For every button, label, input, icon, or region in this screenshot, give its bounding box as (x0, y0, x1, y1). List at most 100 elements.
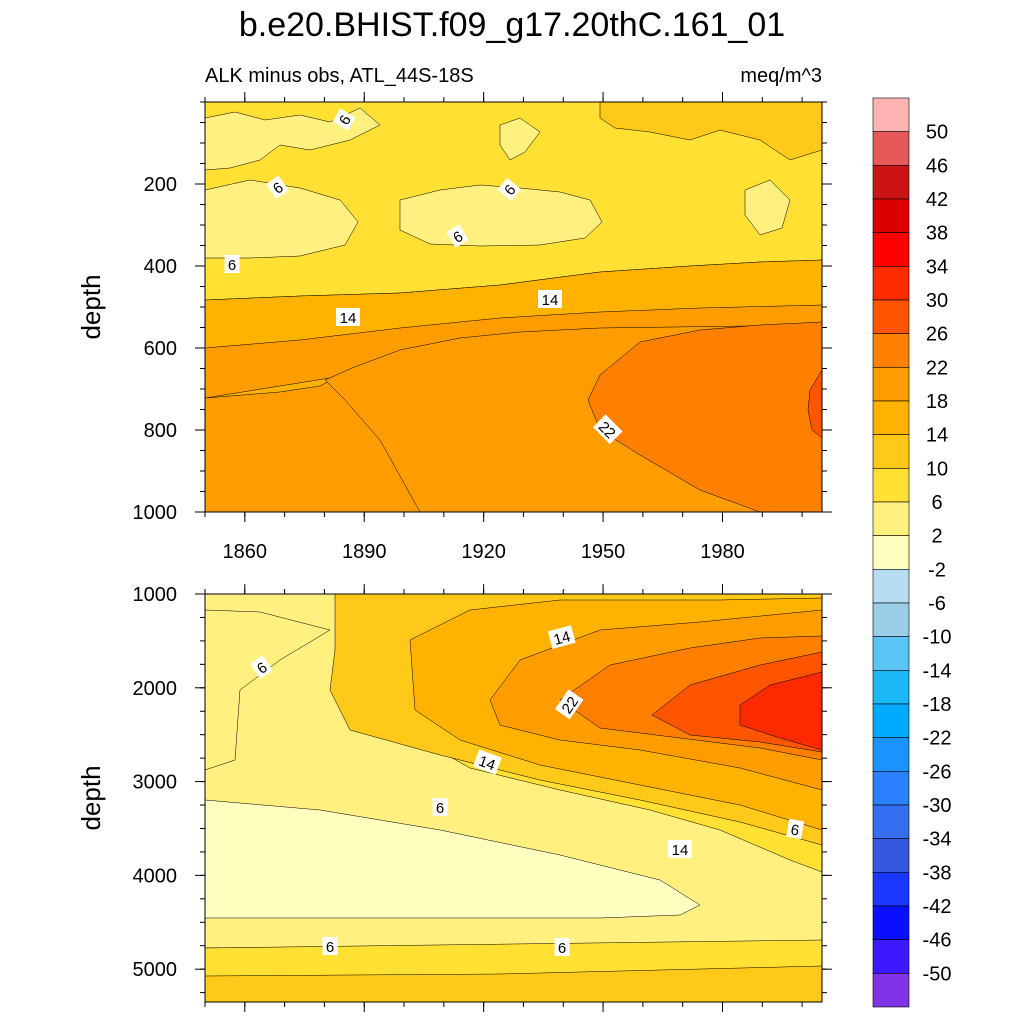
colorbar-swatch (872, 670, 910, 705)
contour-label-box (224, 255, 240, 273)
colorbar-label: -22 (923, 728, 952, 750)
y-tick-label: 800 (144, 420, 177, 442)
contour-label-text: 22 (559, 694, 582, 717)
colorbar-label: 10 (926, 458, 948, 480)
colorbar-label: -18 (923, 694, 952, 716)
contour-label: 6 (224, 255, 240, 274)
y-tick-label: 600 (144, 338, 177, 360)
y-tick-label: 4000 (133, 865, 178, 887)
colorbar-swatch (872, 602, 910, 637)
colorbar-label: -34 (923, 829, 952, 851)
upper-y-axis-label: depth (76, 274, 106, 339)
contour-label: 6 (786, 818, 805, 840)
contour-label-box (554, 689, 584, 720)
colorbar-label: -46 (923, 930, 952, 952)
contour-label-text: 14 (542, 292, 559, 309)
lower-frame (204, 593, 823, 1003)
colorbar-label: 6 (931, 492, 942, 514)
colorbar-label: -50 (923, 963, 952, 985)
y-tick-label: 2000 (133, 678, 178, 700)
colorbar-swatch (872, 804, 910, 839)
axis-ticks (195, 92, 832, 1012)
contour-label-text: 6 (228, 257, 236, 274)
colorbar-swatch (872, 97, 910, 132)
contour-label: 6 (497, 177, 521, 201)
colorbar-label: 2 (931, 526, 942, 548)
x-tick-label: 1950 (581, 541, 626, 563)
colorbar-swatch (872, 703, 910, 738)
subtitle-right: meq/m^3 (740, 65, 822, 87)
chart-title: b.e20.BHIST.f09_g17.20thC.161_01 (239, 6, 785, 44)
colorbar-swatch (872, 333, 910, 368)
colorbar-label: 30 (926, 290, 948, 312)
colorbar-label: -6 (928, 593, 946, 615)
y-tick-label: 3000 (133, 772, 178, 794)
contour-label-box (538, 290, 562, 308)
contour-label: 14 (547, 625, 576, 649)
colorbar-label: -14 (923, 660, 952, 682)
colorbar-swatch (872, 569, 910, 604)
contour-label-text: 14 (476, 753, 497, 775)
contour-label-box (322, 937, 338, 955)
y-tick-label: 200 (144, 174, 177, 196)
y-tick-label: 1000 (133, 502, 178, 524)
contour-labels: 6 6 6 6 6 14 14 22 6 14 22 14 6 6 14 6 6 (224, 108, 805, 957)
contour-label-box (336, 308, 360, 326)
contour-label: 22 (592, 414, 623, 445)
colorbar-swatch (872, 771, 910, 806)
colorbar-swatch (872, 838, 910, 873)
x-tick-label: 1890 (342, 541, 387, 563)
contour-label: 6 (322, 937, 338, 956)
colorbar-swatch (872, 501, 910, 536)
contour-label-box (446, 224, 469, 248)
contour-label: 6 (250, 655, 273, 679)
colorbar: 50 46 42 38 34 30 26 22 18 14 10 6 2 -2 -6 -10 -14 -18 -22… (872, 97, 952, 1008)
x-tick-label: 1980 (700, 541, 745, 563)
colorbar-label: 42 (926, 189, 948, 211)
contour-label: 14 (336, 308, 360, 327)
lower-y-axis-label: depth (76, 765, 106, 830)
colorbar-label: 14 (926, 425, 948, 447)
x-tick-label: 1860 (223, 541, 268, 563)
colorbar-swatch (872, 299, 910, 334)
contour-label: 6 (266, 175, 289, 199)
colorbar-label: -30 (923, 795, 952, 817)
colorbar-label: -26 (923, 761, 952, 783)
colorbar-label: -38 (923, 862, 952, 884)
subtitle-left: ALK minus obs, ATL_44S-18S (205, 65, 474, 87)
colorbar-swatch (872, 905, 910, 940)
colorbar-label: -2 (928, 559, 946, 581)
lower-panel (204, 593, 823, 1003)
contour-label-box (332, 108, 356, 131)
y-tick-label: 5000 (133, 959, 178, 981)
lower-contour-layer-minus2 (204, 799, 701, 919)
contour-label: 6 (446, 224, 469, 248)
colorbar-swatch (872, 468, 910, 503)
colorbar-label: 34 (926, 256, 948, 278)
contour-label-box (472, 749, 502, 775)
colorbar-swatch (872, 232, 910, 267)
contour-label-text: 6 (436, 800, 444, 817)
contour-label-box (554, 938, 570, 956)
tick-labels: 1860 1890 1920 1950 1980 200 400 600 800 1000 1000… (133, 174, 745, 981)
contour-label-text: 6 (789, 821, 800, 839)
colorbar-swatch (872, 266, 910, 301)
colorbar-swatch (872, 131, 910, 166)
colorbar-swatch (872, 535, 910, 570)
upper-contour-layer-2 (204, 107, 791, 259)
contour-label: 14 (668, 840, 692, 859)
contour-label: 6 (332, 108, 356, 131)
colorbar-label: 50 (926, 122, 948, 144)
upper-panel (204, 101, 823, 513)
colorbar-label: 38 (926, 223, 948, 245)
x-tick-label: 1920 (461, 541, 506, 563)
contour-label: 22 (554, 689, 584, 720)
colorbar-swatch (872, 737, 910, 772)
contour-label-text: 14 (672, 842, 689, 859)
contour-label-text: 6 (326, 939, 334, 956)
contour-label-text: 14 (340, 310, 357, 327)
colorbar-swatch (872, 434, 910, 469)
colorbar-label: 22 (926, 357, 948, 379)
colorbar-label: -42 (923, 896, 952, 918)
